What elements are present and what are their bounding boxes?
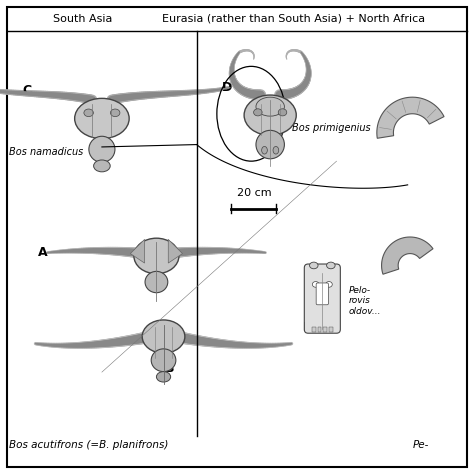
Ellipse shape	[244, 95, 296, 136]
Text: D: D	[222, 81, 232, 94]
Text: C: C	[23, 83, 32, 97]
Ellipse shape	[84, 109, 93, 117]
Ellipse shape	[310, 262, 318, 269]
Text: Eurasia (rather than South Asia) + North Africa: Eurasia (rather than South Asia) + North…	[162, 14, 426, 24]
Text: Bos primigenius: Bos primigenius	[292, 123, 371, 133]
Bar	[318, 327, 321, 332]
Ellipse shape	[327, 262, 335, 269]
Ellipse shape	[278, 109, 287, 116]
Ellipse shape	[256, 130, 284, 159]
Bar	[329, 327, 333, 332]
Polygon shape	[168, 239, 182, 263]
Text: Pelo-
rovis
oldov...: Pelo- rovis oldov...	[348, 286, 381, 316]
Ellipse shape	[134, 238, 179, 274]
Polygon shape	[377, 97, 444, 138]
Text: B: B	[165, 362, 174, 375]
Text: Bos acutifrons (=B. planifrons): Bos acutifrons (=B. planifrons)	[9, 439, 169, 450]
Ellipse shape	[262, 146, 267, 154]
Text: F: F	[303, 320, 312, 334]
Ellipse shape	[110, 109, 120, 117]
Ellipse shape	[312, 282, 319, 287]
Ellipse shape	[254, 109, 262, 116]
FancyBboxPatch shape	[7, 7, 467, 467]
Ellipse shape	[89, 137, 115, 163]
Ellipse shape	[145, 271, 168, 292]
Bar	[312, 327, 316, 332]
Polygon shape	[382, 237, 433, 274]
Text: 20 cm: 20 cm	[237, 188, 271, 198]
Ellipse shape	[326, 282, 332, 287]
Text: South Asia: South Asia	[53, 14, 113, 24]
Polygon shape	[130, 239, 145, 263]
Bar	[323, 327, 327, 332]
Ellipse shape	[256, 97, 284, 116]
Ellipse shape	[273, 146, 279, 154]
Text: Bos namadicus: Bos namadicus	[9, 146, 83, 157]
Text: Pe-: Pe-	[412, 439, 429, 450]
FancyBboxPatch shape	[304, 264, 340, 333]
Ellipse shape	[93, 160, 110, 172]
FancyBboxPatch shape	[316, 283, 328, 305]
Ellipse shape	[151, 349, 176, 372]
Text: A: A	[38, 246, 47, 259]
Ellipse shape	[156, 372, 171, 382]
Ellipse shape	[142, 320, 185, 353]
Ellipse shape	[75, 99, 129, 138]
